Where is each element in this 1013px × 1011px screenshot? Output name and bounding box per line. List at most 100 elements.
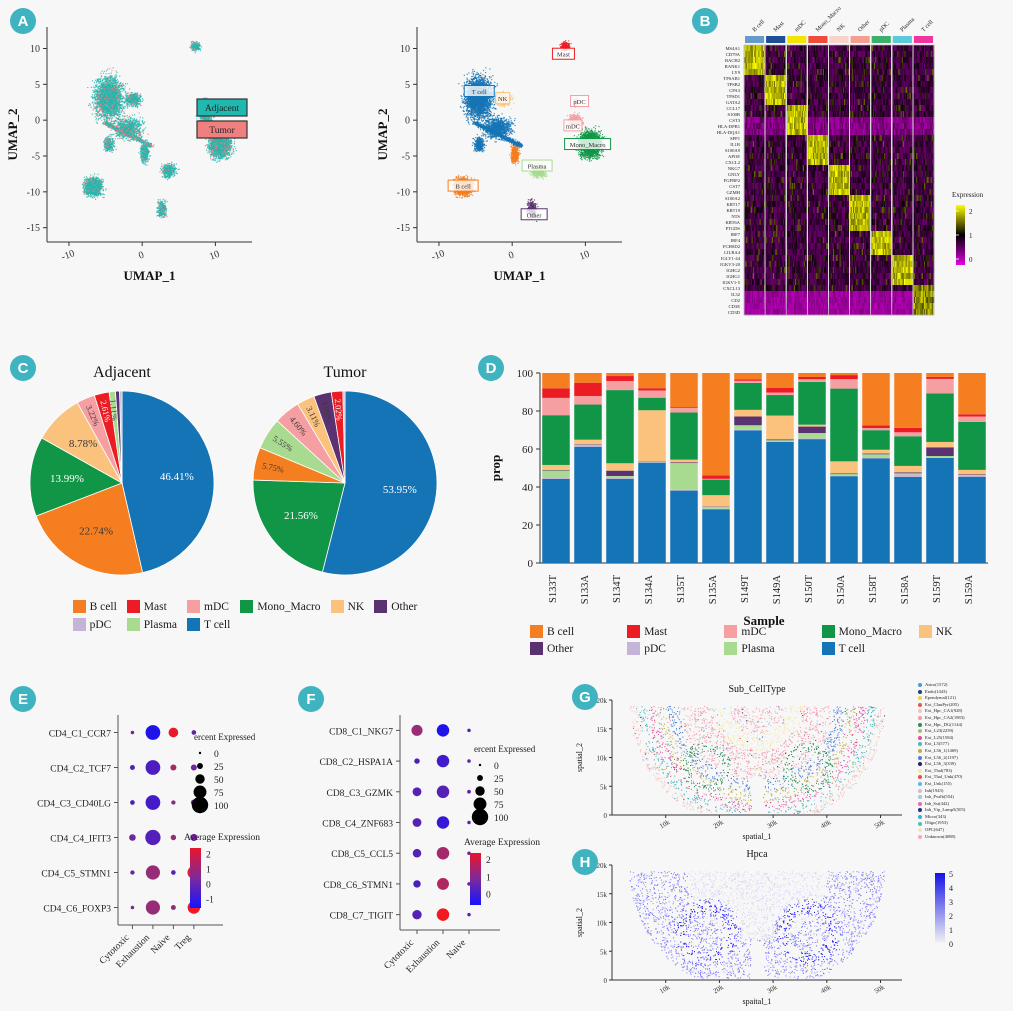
legend-item: Micro(343) <box>918 814 1013 820</box>
legend-label: Ext_Hpc_DG(1144) <box>925 722 962 728</box>
legend-item: Ext_L5(577) <box>918 741 1013 747</box>
legend-label: NK <box>348 601 365 613</box>
legend-label: Ext_L23(2259) <box>925 728 953 734</box>
legend-item: mDC <box>187 600 230 613</box>
legend-label: Ext_L5(577) <box>925 741 949 747</box>
legend-swatch <box>821 642 835 655</box>
legend-label: Inh_Sst(442) <box>925 801 949 807</box>
legend-label: mDC <box>741 626 766 638</box>
panel-g-legend: Astro(1572) Endo(1443) Ependymal(121) Ex… <box>918 682 1013 840</box>
legend-label: Micro(343) <box>925 814 946 820</box>
legend-item: NK <box>918 625 1010 638</box>
panel-b-label: B <box>692 8 718 34</box>
legend-item: T cell <box>187 618 230 631</box>
legend-swatch <box>330 600 344 613</box>
legend-dot <box>918 814 922 819</box>
legend-item: Ext_ClauPyr(205) <box>918 702 1013 708</box>
legend-item: Mast <box>627 625 718 638</box>
legend-item: Ext_Thal_Unk(470) <box>918 774 1013 780</box>
legend-item: Mast <box>126 600 177 613</box>
legend-swatch <box>187 600 201 613</box>
legend-item: Ext_L25(1584) <box>918 735 1013 741</box>
legend-label: B cell <box>90 601 117 613</box>
panel-a: A -10 0 10 -15 -10 -5 0 5 10 UMAP_1 UMAP_2 Adjacent… <box>0 0 690 345</box>
legend-label: Ext_Hpc_CA2(1983) <box>925 715 965 721</box>
legend-item: Ext_Unk(155) <box>918 781 1013 787</box>
legend-swatch <box>72 600 86 613</box>
legend-item: Ependymal(121) <box>918 695 1013 701</box>
legend-item: Ext_Thal(783) <box>918 768 1013 774</box>
legend-label: Ext_L56_2(1197) <box>925 755 958 761</box>
legend-item: mDC <box>724 625 815 638</box>
legend-item: Inh_Pvalb(554) <box>918 794 1013 800</box>
legend-item: Ext_L56_2(1197) <box>918 755 1013 761</box>
legend-item: Unknown(4088) <box>918 834 1013 840</box>
legend-label: Inh(1943) <box>925 788 943 794</box>
svg-text:UMAP_2: UMAP_2 <box>5 109 20 161</box>
legend-dot <box>918 729 922 734</box>
legend-item: Plasma <box>724 642 815 655</box>
legend-item: Ext_Hpc_CA2(1983) <box>918 715 1013 721</box>
legend-dot <box>918 828 922 833</box>
legend-swatch <box>724 642 738 655</box>
legend-dot <box>918 762 922 767</box>
legend-label: Inh_Pvalb(554) <box>925 794 954 800</box>
panel-e: E CD4_C1_CCR7 CD4_C2_TCF7 CD4_C3_CD40LG CD4… <box>0 680 295 1011</box>
legend-dot <box>918 788 922 793</box>
legend-label: mDC <box>204 601 229 613</box>
legend-label: Ext_Hpc_CA1(928) <box>925 708 962 714</box>
legend-swatch <box>627 625 641 638</box>
legend-swatch <box>126 618 140 631</box>
legend-item: Ext_Hpc_DG(1144) <box>918 722 1013 728</box>
legend-label: Ext_L56_3(339) <box>925 761 956 767</box>
legend-dot <box>918 755 922 760</box>
legend-dot <box>918 749 922 754</box>
legend-label: Endo(1443) <box>925 689 947 695</box>
legend-swatch <box>724 625 738 638</box>
legend-label: Ext_L56_1(1469) <box>925 748 958 754</box>
legend-label: Ext_Unk(155) <box>925 781 952 787</box>
legend-label: Plasma <box>741 643 774 655</box>
legend-dot <box>918 683 922 688</box>
legend-item: Plasma <box>126 618 177 631</box>
legend-label: Mono_Macro <box>839 626 902 638</box>
legend-item: Inh_Sst(442) <box>918 801 1013 807</box>
legend-swatch <box>72 618 86 631</box>
panel-g: G Sub_CellType 0 5k 10k 15k 20k 10k 20k 30k 40k 50… <box>570 680 1013 850</box>
legend-label: Ext_ClauPyr(205) <box>925 702 959 708</box>
legend-label: Ext_Thal_Unk(470) <box>925 774 962 780</box>
panel-e-label: E <box>10 686 36 712</box>
panel-d: D 0 20 40 60 80 100 prop S133T S133A S134T S134A S1… <box>470 345 1013 680</box>
legend-label: Unknown(4088) <box>925 834 955 840</box>
svg-text:UMAP_1: UMAP_1 <box>124 268 176 283</box>
legend-label: OPC(647) <box>925 827 944 833</box>
legend-item: Inh(1943) <box>918 788 1013 794</box>
legend-label: Other <box>547 643 573 655</box>
svg-text:-10: -10 <box>27 187 40 198</box>
legend-swatch <box>821 625 835 638</box>
legend-label: Other <box>391 601 417 613</box>
legend-dot <box>918 722 922 727</box>
panel-h: H Hpca 0 5k 10k 15k 20k 10k 20k 30k 40k 50k spaital… <box>570 845 1013 1011</box>
legend-swatch <box>627 642 641 655</box>
legend-dot <box>918 768 922 773</box>
legend-swatch <box>240 600 254 613</box>
legend-item: Ext_L56_3(339) <box>918 761 1013 767</box>
panel-d-label: D <box>478 355 504 381</box>
legend-label: Oligo(1953) <box>925 820 948 826</box>
svg-text:0: 0 <box>137 250 145 262</box>
legend-label: Ext_Thal(783) <box>925 768 952 774</box>
legend-label: NK <box>936 626 953 638</box>
legend-item: OPC(647) <box>918 827 1013 833</box>
svg-text:10: 10 <box>208 249 221 263</box>
legend-dot <box>918 801 922 806</box>
legend-dot <box>918 834 922 839</box>
panel-h-label: H <box>572 849 598 875</box>
legend-label: Mast <box>144 601 167 613</box>
legend-item: Ext_Hpc_CA1(928) <box>918 708 1013 714</box>
legend-item: Oligo(1953) <box>918 820 1013 826</box>
legend-dot <box>918 782 922 786</box>
legend-label: Ext_L25(1584) <box>925 735 953 741</box>
svg-text:0: 0 <box>35 116 40 127</box>
panel-f-label: F <box>298 686 324 712</box>
